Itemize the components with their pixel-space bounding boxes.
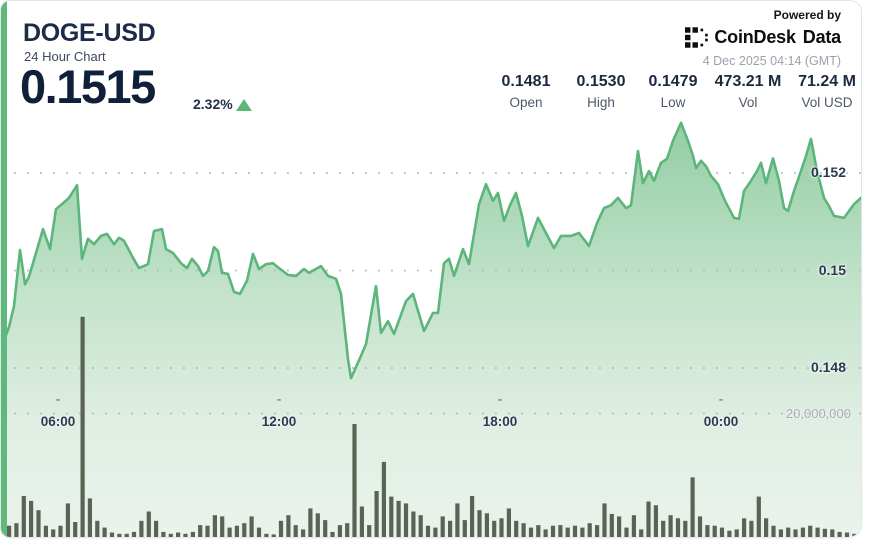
symbol-title: DOGE-USD [23, 19, 156, 47]
x-axis-label: 18:00 [482, 414, 518, 429]
x-tick-mark [277, 399, 281, 401]
left-accent-bar [1, 1, 7, 537]
up-arrow-icon [236, 99, 252, 111]
stat-open-label: Open [509, 95, 543, 110]
timestamp: 4 Dec 2025 04:14 (GMT) [702, 54, 841, 68]
chart-subtitle: 24 Hour Chart [24, 49, 106, 64]
current-price: 0.1515 [20, 60, 156, 113]
x-axis-label: 12:00 [261, 414, 297, 429]
x-tick-mark [719, 399, 723, 401]
price-area-fill [3, 122, 861, 537]
stat-high-label: High [587, 95, 615, 110]
y-axis-label: 0.15 [818, 262, 846, 278]
stat-vol-value: 473.21 M [714, 73, 782, 90]
x-tick-mark [498, 399, 502, 401]
stat-vol: 473.21 M Vol [715, 73, 782, 110]
stat-vol-usd: 71.24 M Vol USD [798, 73, 856, 110]
stat-vol-usd-label: Vol USD [801, 95, 853, 110]
price-area-chart [1, 121, 861, 537]
x-axis-label: 00:00 [703, 414, 739, 429]
stat-vol-label: Vol [738, 95, 758, 110]
coindesk-logo-icon [685, 27, 709, 48]
brand-suffix: Data [802, 27, 841, 47]
brand-name: CoinDesk [714, 27, 796, 47]
x-axis-label: 06:00 [40, 414, 76, 429]
change-percent: 2.32% [193, 96, 233, 112]
stat-vol-usd-value: 71.24 M [798, 73, 856, 90]
stat-low: 0.1479 Low [649, 73, 698, 110]
axis-labels-layer: 0.152 0.15 0.148 20,000,000 06:00 12:00 18:00 0… [1, 1, 861, 537]
price-line [1, 121, 861, 380]
powered-by-label: Powered by [773, 8, 841, 22]
stat-low-label: Low [660, 95, 686, 110]
volume-bars [7, 316, 861, 537]
stat-low-value: 0.1479 [648, 73, 698, 90]
stat-high: 0.1530 High [577, 73, 626, 110]
y-axis-label: 0.148 [810, 359, 846, 375]
x-tick-mark [56, 399, 60, 401]
stat-high-value: 0.1530 [576, 73, 626, 90]
stat-open: 0.1481 Open [502, 73, 551, 110]
header-layer: DOGE-USD 24 Hour Chart 0.1515 2.32% Powe… [1, 1, 861, 537]
coindesk-logo: CoinDesk Data [685, 27, 841, 48]
y-axis-label: 0.152 [810, 164, 846, 180]
powered-by-block: Powered by CoinDesk [685, 8, 841, 68]
volume-axis-label: 20,000,000 [785, 406, 851, 421]
stat-open-value: 0.1481 [501, 73, 551, 90]
